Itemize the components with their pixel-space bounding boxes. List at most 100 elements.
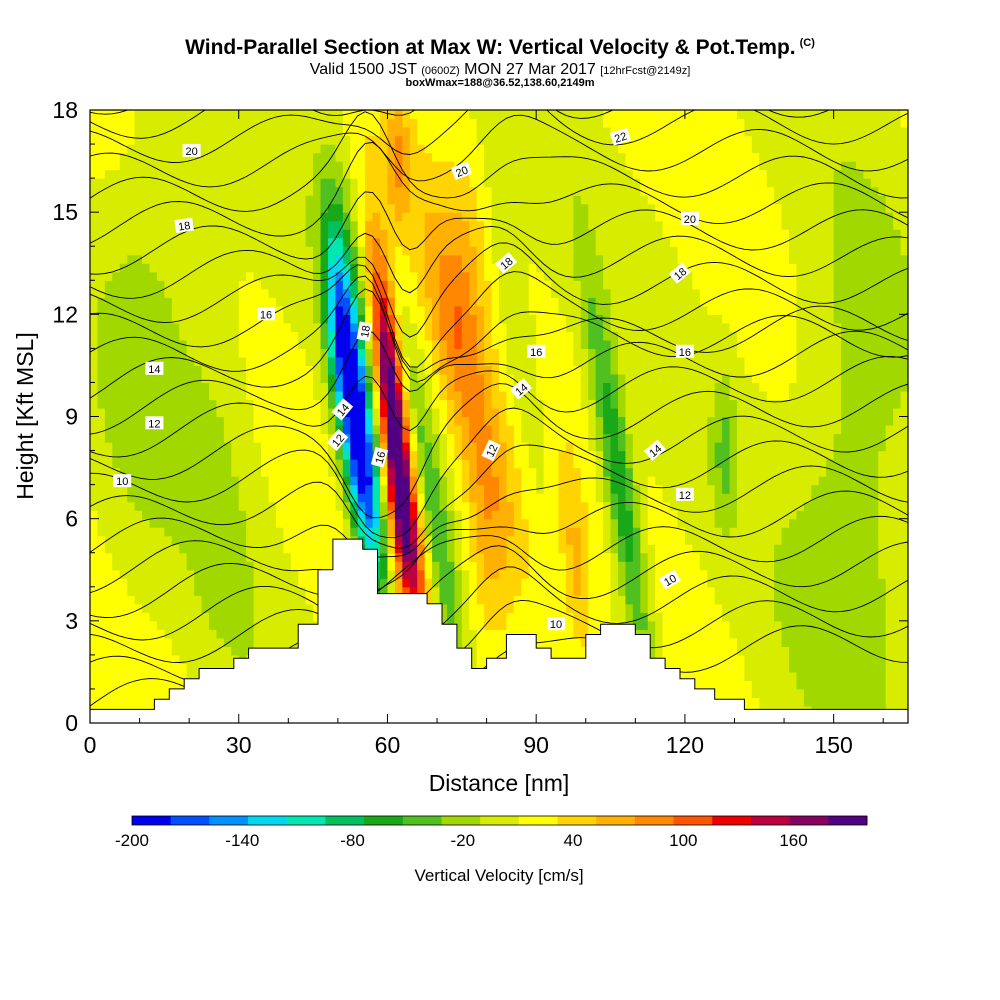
velocity-cell	[714, 433, 723, 443]
velocity-cell	[149, 484, 158, 494]
velocity-cell	[521, 467, 530, 477]
velocity-cell	[298, 527, 307, 537]
velocity-cell	[97, 365, 106, 375]
velocity-cell	[751, 544, 760, 554]
velocity-cell	[774, 467, 783, 477]
velocity-cell	[253, 544, 262, 554]
velocity-cell	[692, 586, 701, 596]
velocity-cell	[97, 407, 106, 418]
velocity-cell	[380, 442, 389, 452]
velocity-cell	[543, 586, 552, 596]
velocity-cell	[461, 603, 470, 613]
velocity-cell	[826, 339, 835, 349]
velocity-cell	[848, 459, 857, 469]
velocity-cell	[870, 356, 879, 367]
velocity-cell	[365, 339, 374, 349]
velocity-cell	[201, 603, 210, 613]
velocity-cell	[551, 365, 560, 375]
velocity-cell	[261, 518, 270, 528]
velocity-cell	[841, 612, 850, 622]
velocity-cell	[766, 399, 775, 409]
velocity-cell	[208, 663, 218, 673]
velocity-cell	[253, 603, 262, 613]
velocity-cell	[97, 382, 106, 392]
velocity-cell	[521, 603, 530, 613]
velocity-cell	[632, 518, 641, 528]
velocity-cell	[751, 535, 760, 545]
velocity-cell	[223, 595, 232, 605]
velocity-cell	[97, 399, 106, 409]
velocity-cell	[647, 603, 656, 613]
velocity-cell	[722, 595, 731, 605]
velocity-cell	[156, 688, 165, 699]
velocity-cell	[729, 348, 738, 358]
velocity-cell	[595, 416, 604, 426]
velocity-cell	[848, 476, 857, 486]
velocity-cell	[878, 561, 887, 571]
velocity-cell	[796, 442, 805, 452]
velocity-cell	[632, 535, 641, 545]
velocity-cell	[655, 603, 664, 613]
velocity-cell	[893, 603, 902, 613]
velocity-cell	[231, 535, 240, 545]
velocity-cell	[818, 467, 827, 477]
velocity-cell	[833, 365, 842, 375]
velocity-cell	[573, 646, 582, 656]
velocity-cell	[469, 493, 478, 503]
velocity-cell	[714, 535, 723, 545]
velocity-cell	[811, 671, 820, 682]
velocity-cell	[565, 425, 574, 435]
velocity-cell	[684, 399, 693, 409]
velocity-cell	[156, 527, 165, 537]
velocity-cell	[781, 688, 790, 699]
velocity-cell	[439, 544, 448, 554]
velocity-cell	[647, 416, 656, 426]
velocity-cell	[104, 501, 113, 511]
velocity-cell	[335, 373, 344, 384]
velocity-cell	[803, 518, 812, 528]
velocity-cell	[290, 586, 299, 596]
velocity-cell	[149, 680, 158, 690]
velocity-cell	[714, 552, 723, 562]
velocity-cell	[142, 663, 151, 673]
velocity-cell	[208, 510, 218, 520]
velocity-cell	[565, 459, 574, 469]
velocity-cell	[142, 671, 151, 682]
velocity-cell	[722, 425, 731, 435]
velocity-cell	[432, 390, 441, 401]
velocity-cell	[692, 467, 701, 477]
velocity-cell	[454, 527, 463, 537]
velocity-cell	[729, 518, 738, 528]
velocity-cell	[870, 390, 879, 401]
velocity-cell	[112, 390, 121, 401]
velocity-cell	[714, 603, 723, 613]
velocity-cell	[298, 425, 307, 435]
velocity-cell	[655, 501, 664, 511]
velocity-cell	[528, 416, 537, 426]
velocity-cell	[900, 339, 908, 349]
velocity-cell	[313, 373, 322, 384]
velocity-cell	[617, 595, 627, 605]
velocity-cell	[342, 510, 351, 520]
velocity-cell	[692, 416, 701, 426]
velocity-cell	[528, 450, 537, 460]
velocity-cell	[402, 476, 411, 486]
velocity-cell	[692, 637, 701, 647]
velocity-cell	[610, 416, 619, 426]
velocity-cell	[736, 544, 745, 554]
velocity-cell	[580, 476, 589, 486]
velocity-cell	[164, 493, 173, 503]
velocity-cell	[848, 442, 857, 452]
velocity-cell	[714, 578, 723, 588]
velocity-cell	[774, 339, 783, 349]
velocity-cell	[134, 433, 143, 443]
velocity-cell	[119, 373, 128, 384]
velocity-cell	[97, 671, 106, 682]
velocity-cell	[90, 561, 99, 571]
velocity-cell	[112, 407, 121, 418]
velocity-cell	[208, 595, 218, 605]
velocity-cell	[573, 501, 582, 511]
velocity-cell	[469, 425, 478, 435]
velocity-cell	[684, 569, 693, 579]
velocity-cell	[707, 459, 716, 469]
